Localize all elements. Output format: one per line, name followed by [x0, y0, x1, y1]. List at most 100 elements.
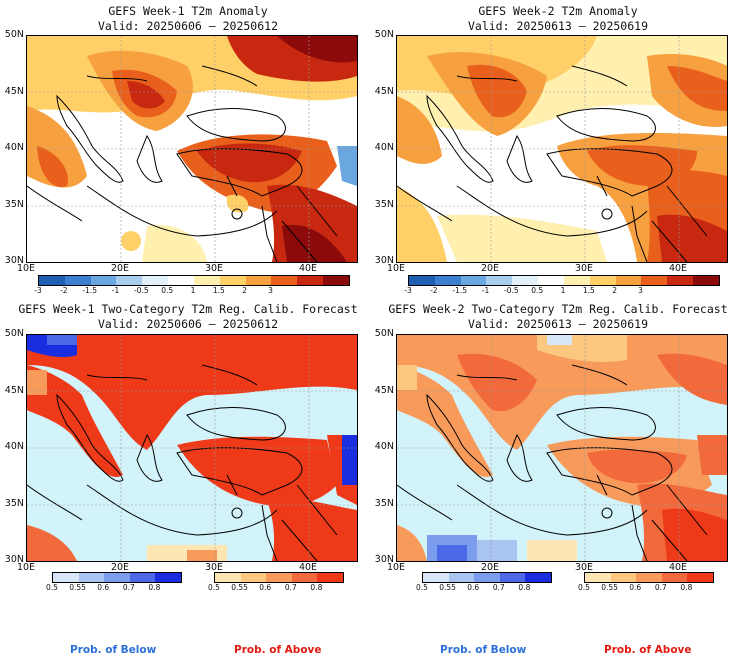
week1-anomaly-map [26, 35, 358, 263]
colorbar-tick-label: 0.6 [629, 583, 642, 592]
prob-above-label: Prob. of Above [234, 644, 322, 656]
lon-label: 20E [480, 562, 500, 573]
lon-label: 40E [668, 263, 688, 274]
colorbar-tick-label: 0.5 [208, 583, 220, 592]
title-text: GEFS Week-2 Two-Category T2m Reg. Calib.… [388, 302, 728, 316]
colorbar-tick-label: 1 [560, 286, 566, 295]
week2-anomaly-field [397, 36, 727, 262]
colorbar-swatch [693, 276, 719, 285]
lat-label: 45N [4, 85, 24, 97]
colorbar-swatch [64, 276, 91, 285]
anomaly-colorbar [408, 275, 720, 286]
prob-above-label: Prob. of Above [604, 644, 692, 656]
colorbar-tick-label: 0.7 [654, 583, 667, 592]
colorbar-swatch [512, 276, 539, 285]
colorbar-tick-label: -1.5 [452, 286, 467, 295]
colorbar-swatch [474, 573, 500, 582]
colorbar-tick-label: -2 [430, 286, 438, 295]
colorbar-tick-label: -0.5 [504, 286, 519, 295]
below-colorbar [422, 572, 552, 583]
colorbar-swatch [317, 573, 343, 582]
colorbar-tick-label: 0.55 [69, 583, 86, 592]
title-text: GEFS Week-2 T2m Anomaly [478, 4, 638, 18]
colorbar-swatch [636, 573, 662, 582]
lat-label: 50N [374, 29, 394, 40]
week1-probability-field [27, 335, 357, 561]
lon-label: 10E [386, 562, 406, 573]
lat-label: 40N [374, 142, 394, 153]
colorbar-swatch [266, 573, 292, 582]
valid-text: Valid: 20250606 – 20250612 [97, 317, 278, 331]
valid-text: Valid: 20250613 – 20250619 [467, 19, 648, 33]
colorbar-tick-label: 2 [612, 286, 618, 295]
colorbar-tick-label: 0.6 [467, 583, 480, 592]
lat-label: 35N [374, 198, 394, 210]
lon-label: 40E [298, 263, 318, 274]
prob-below-label: Prob. of Below [70, 644, 157, 656]
lat-label: 30N [4, 554, 24, 565]
title-text: GEFS Week-1 T2m Anomaly [108, 4, 268, 18]
colorbar-swatch [423, 573, 449, 582]
lat-label: 45N [374, 85, 394, 97]
lon-label: 30E [204, 263, 224, 274]
colorbar-swatch [434, 276, 461, 285]
colorbar-tick-label: 0.5 [416, 583, 428, 592]
colorbar-swatch [245, 276, 272, 285]
panel-title: GEFS Week-2 T2m Anomaly Valid: 20250613 … [388, 4, 728, 34]
lat-label: 40N [4, 441, 24, 452]
lon-label: 10E [16, 263, 36, 274]
prob-below-label: Prob. of Below [440, 644, 527, 656]
lon-label: 10E [16, 562, 36, 573]
panel-title: GEFS Week-1 T2m Anomaly Valid: 20250606 … [18, 4, 358, 34]
lon-label: 30E [204, 562, 224, 573]
colorbar-tick-label: 2 [242, 286, 248, 295]
colorbar-tick-label: 3 [268, 286, 273, 295]
colorbar-tick-label: 1 [190, 286, 196, 295]
lon-label: 30E [574, 263, 594, 274]
colorbar-tick-label: 0.7 [492, 583, 505, 592]
colorbar-swatch [291, 573, 318, 582]
colorbar-tick-label: -1.5 [82, 286, 97, 295]
week2-probability-field [397, 335, 727, 561]
lat-label: 35N [4, 497, 24, 509]
colorbar-tick-label: 0.8 [518, 583, 531, 592]
colorbar-swatch [271, 276, 298, 285]
below-colorbar [52, 572, 182, 583]
colorbar-swatch [409, 276, 435, 285]
lon-label: 20E [110, 263, 130, 274]
colorbar-swatch [460, 276, 487, 285]
lat-label: 30N [374, 255, 394, 266]
colorbar-swatch [104, 573, 130, 582]
colorbar-swatch [499, 573, 526, 582]
colorbar-swatch [297, 276, 324, 285]
colorbar-tick-label: 0.5 [578, 583, 590, 592]
colorbar-tick-label: 0.7 [284, 583, 297, 592]
colorbar-swatch [538, 276, 564, 285]
colorbar-tick-label: 1.5 [582, 286, 595, 295]
colorbar-tick-label: 1.5 [212, 286, 225, 295]
colorbar-tick-label: 0.55 [601, 583, 618, 592]
colorbar-swatch [215, 573, 241, 582]
valid-text: Valid: 20250606 – 20250612 [97, 19, 278, 33]
week1-probability-map [26, 334, 358, 562]
colorbar-tick-label: 0.7 [122, 583, 135, 592]
colorbar-tick-label: 0.8 [148, 583, 161, 592]
colorbar-swatch [53, 573, 79, 582]
lon-label: 40E [668, 562, 688, 573]
colorbar-swatch [585, 573, 611, 582]
colorbar-tick-label: 0.6 [97, 583, 110, 592]
colorbar-swatch [193, 276, 220, 285]
lon-label: 20E [110, 562, 130, 573]
colorbar-swatch [589, 276, 616, 285]
week1-anomaly-field [27, 36, 357, 262]
colorbar-swatch [39, 276, 65, 285]
week2-anomaly-map [396, 35, 728, 263]
lat-label: 40N [4, 142, 24, 153]
colorbar-tick-label: 0.5 [161, 286, 174, 295]
lat-label: 50N [374, 328, 394, 339]
colorbar-swatch [90, 276, 117, 285]
lon-label: 40E [298, 562, 318, 573]
colorbar-tick-label: 0.5 [531, 286, 544, 295]
panel-title: GEFS Week-1 Two-Category T2m Reg. Calib.… [18, 302, 358, 332]
colorbar-swatch [563, 276, 590, 285]
